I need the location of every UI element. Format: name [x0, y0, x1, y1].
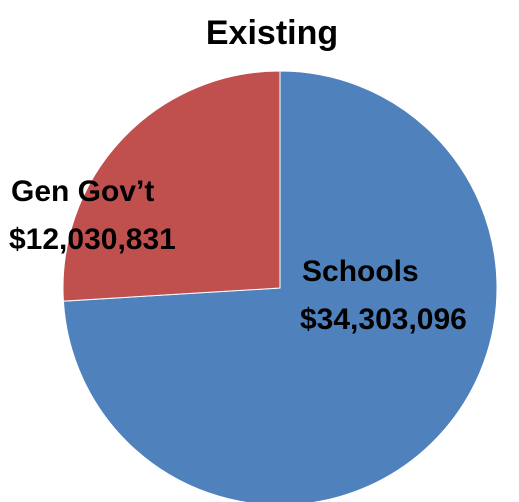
slice-label-schools: Schools: [302, 255, 419, 288]
chart-title: Existing: [206, 14, 338, 52]
pie-slice-gen-gov-t: [62, 70, 281, 302]
slice-value-gen-govt: $12,030,831: [9, 223, 176, 256]
slice-value-schools: $34,303,096: [300, 303, 467, 336]
pie-slices: [62, 70, 498, 502]
slice-label-gen-govt: Gen Gov’t: [11, 175, 154, 208]
